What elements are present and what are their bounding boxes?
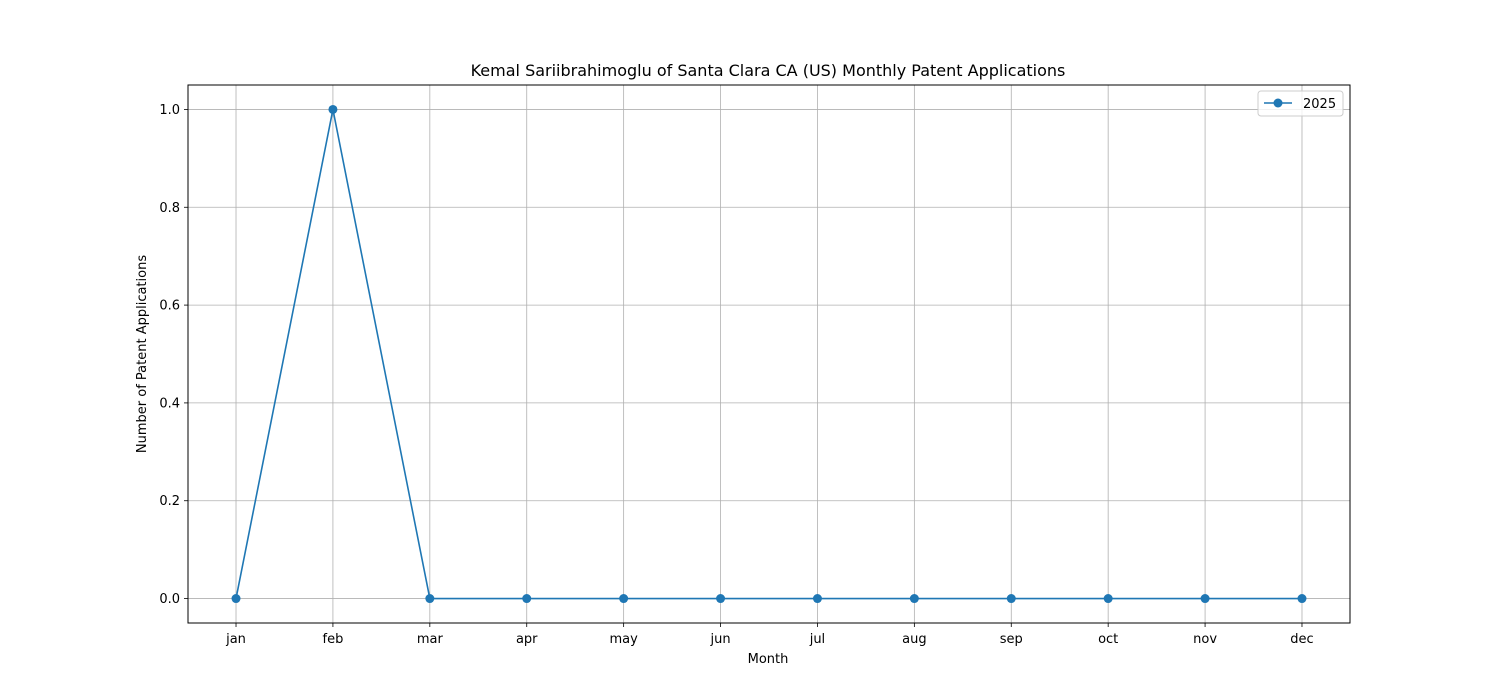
data-point-feb <box>328 105 337 114</box>
data-point-mar <box>425 594 434 603</box>
data-point-jan <box>232 594 241 603</box>
x-tick-label: jun <box>710 632 731 647</box>
chart-title: Kemal Sariibrahimoglu of Santa Clara CA … <box>471 61 1066 80</box>
y-tick-label: 1.0 <box>159 103 180 118</box>
x-tick-label: sep <box>1000 632 1023 647</box>
x-tick-label: feb <box>323 632 344 647</box>
y-axis-title: Number of Patent Applications <box>135 255 150 453</box>
data-point-oct <box>1104 594 1113 603</box>
legend-label: 2025 <box>1303 97 1336 112</box>
data-point-apr <box>522 594 531 603</box>
legend-marker-swatch <box>1274 99 1283 108</box>
x-axis-title: Month <box>748 652 789 667</box>
y-tick-label: 0.6 <box>159 299 180 314</box>
legend: 2025 <box>1258 91 1343 116</box>
data-point-aug <box>910 594 919 603</box>
x-tick-label: mar <box>417 632 444 647</box>
data-point-nov <box>1201 594 1210 603</box>
x-tick-label: oct <box>1098 632 1118 647</box>
data-point-jul <box>813 594 822 603</box>
x-tick-label: jul <box>809 632 825 647</box>
data-point-dec <box>1297 594 1306 603</box>
x-tick-label: apr <box>516 632 538 647</box>
y-tick-label: 0.2 <box>159 494 180 509</box>
data-point-jun <box>716 594 725 603</box>
x-tick-label: may <box>609 632 638 647</box>
y-tick-label: 0.0 <box>159 592 180 607</box>
x-tick-label: aug <box>902 632 926 647</box>
y-tick-label: 0.4 <box>159 396 180 411</box>
x-tick-label: dec <box>1290 632 1313 647</box>
data-point-sep <box>1007 594 1016 603</box>
y-tick-label: 0.8 <box>159 201 180 216</box>
x-tick-label: jan <box>225 632 246 647</box>
data-point-may <box>619 594 628 603</box>
x-tick-label: nov <box>1193 632 1217 647</box>
